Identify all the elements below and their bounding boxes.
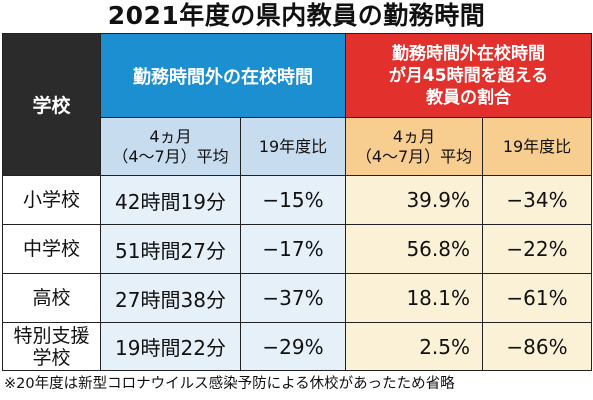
page-title: 2021年度の県内教員の勤務時間	[107, 1, 486, 30]
subheader-period-line1: 4ヵ月	[392, 126, 436, 146]
row-school-label: 高校	[2, 273, 101, 323]
row-ratio: 18.1%	[345, 273, 483, 323]
subheader-ratio-average: 4ヵ月 （4〜7月）平均	[345, 117, 483, 176]
row-hours: 27時間38分	[100, 273, 241, 323]
row-ratio-change: −61%	[482, 273, 592, 323]
row-school-label: 特別支援 学校	[2, 322, 101, 371]
row-school-line1: 特別支援	[13, 324, 90, 347]
subheader-period-line1: 4ヵ月	[149, 126, 192, 146]
row-hours-change: −17%	[240, 224, 346, 274]
row-hours-change: −37%	[240, 273, 346, 323]
row-school-line1: 高校	[32, 287, 71, 309]
row-school-label: 中学校	[2, 224, 101, 274]
header-over45-line3: 教員の割合	[426, 87, 511, 108]
header-over45-ratio: 勤務時間外在校時間 が月45時間を超える 教員の割合	[345, 33, 592, 118]
row-hours-change: −29%	[240, 322, 346, 371]
subheader-hours-average: 4ヵ月 （4〜7月）平均	[100, 117, 241, 176]
row-ratio: 2.5%	[345, 322, 483, 371]
row-ratio-change: −22%	[482, 224, 592, 274]
header-over45-line1: 勤務時間外在校時間	[392, 43, 545, 64]
row-ratio: 56.8%	[345, 224, 483, 274]
table-row: 中学校 51時間27分 −17% 56.8% −22%	[2, 224, 592, 274]
footnote: ※20年度は新型コロナウイルス感染予防による休校があったため省略	[4, 376, 455, 392]
row-ratio-change: −86%	[482, 322, 592, 371]
row-hours: 19時間22分	[100, 322, 241, 371]
header-school: 学校	[2, 33, 101, 176]
table-row: 特別支援 学校 19時間22分 −29% 2.5% −86%	[2, 322, 592, 371]
row-ratio: 39.9%	[345, 175, 483, 225]
subheader-period-line2: （4〜7月）平均	[355, 146, 473, 166]
row-hours: 51時間27分	[100, 224, 241, 274]
row-school-line1: 中学校	[22, 238, 80, 260]
work-hours-table: 学校 勤務時間外の在校時間 勤務時間外在校時間 が月45時間を超える 教員の割合…	[2, 33, 592, 371]
header-overtime-hours: 勤務時間外の在校時間	[100, 33, 346, 118]
subheader-period-line2: （4〜7月）平均	[112, 146, 229, 166]
row-hours-change: −15%	[240, 175, 346, 225]
subheader-ratio-compare: 19年度比	[482, 117, 592, 176]
table-row: 小学校 42時間19分 −15% 39.9% −34%	[2, 175, 592, 225]
table-row: 高校 27時間38分 −37% 18.1% −61%	[2, 273, 592, 323]
row-school-line2: 学校	[32, 346, 71, 369]
row-ratio-change: −34%	[482, 175, 592, 225]
row-school-label: 小学校	[2, 175, 101, 225]
header-over45-line2: が月45時間を超える	[388, 65, 549, 86]
row-school-line1: 小学校	[22, 189, 80, 211]
row-hours: 42時間19分	[100, 175, 241, 225]
subheader-hours-compare: 19年度比	[240, 117, 346, 176]
